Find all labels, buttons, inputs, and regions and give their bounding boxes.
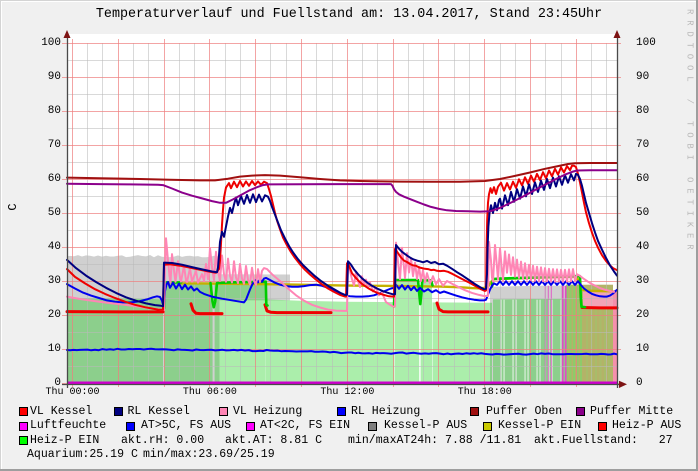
svg-text:RRDTOOL / TOBI OETIKER: RRDTOOL / TOBI OETIKER [685, 9, 695, 255]
